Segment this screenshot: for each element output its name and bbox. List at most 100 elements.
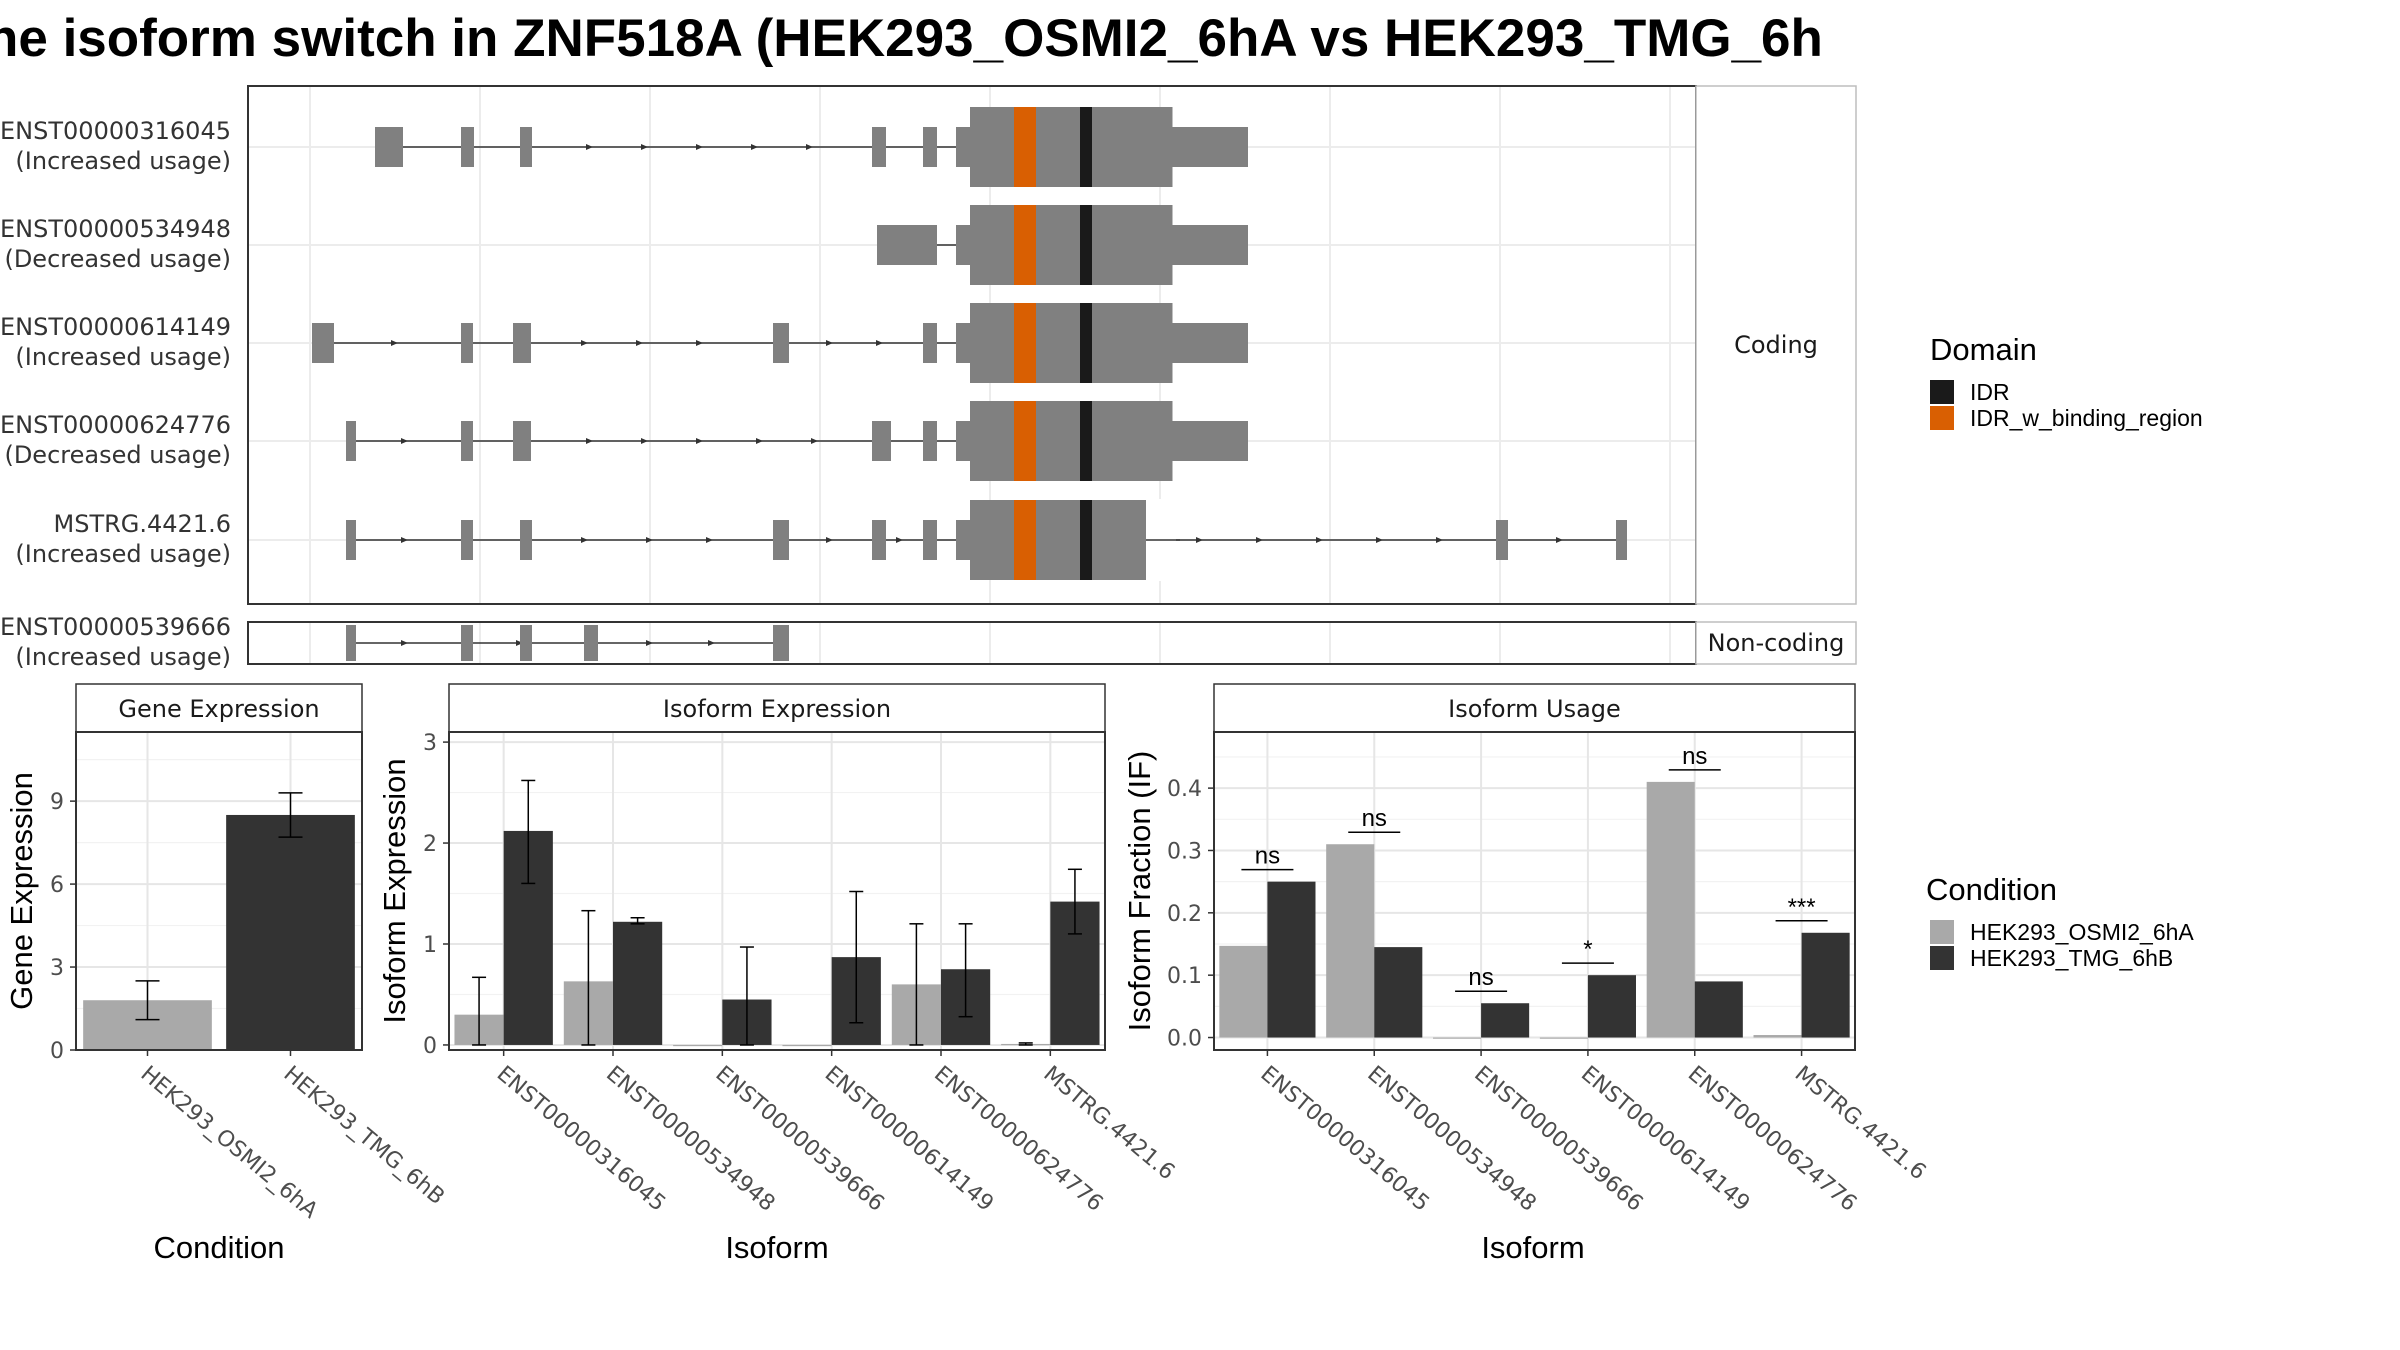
intron-direction-arrow bbox=[401, 438, 408, 444]
transcript-labels: ENST00000316045(Increased usage)ENST0000… bbox=[0, 117, 231, 671]
exon bbox=[923, 421, 937, 461]
exon-3prime bbox=[1172, 127, 1248, 167]
y-tick-label: 2 bbox=[423, 832, 437, 857]
intron-direction-arrow bbox=[516, 640, 523, 646]
y-axis-title: Isoform Fraction (IF) bbox=[1122, 751, 1157, 1032]
intron-direction-arrow bbox=[646, 537, 653, 543]
transcript-usage-label: (Decreased usage) bbox=[4, 441, 231, 469]
exon bbox=[877, 225, 937, 265]
bar bbox=[1539, 1037, 1588, 1039]
figure-title: ne isoform switch in ZNF518A (HEK293_OSM… bbox=[0, 9, 1823, 68]
intron-direction-arrow bbox=[896, 537, 903, 543]
intron-direction-arrow bbox=[696, 340, 703, 346]
coding-strip bbox=[1695, 85, 1857, 605]
intron-direction-arrow bbox=[641, 438, 648, 444]
intron-direction-arrow bbox=[876, 340, 883, 346]
exon bbox=[956, 127, 970, 167]
exon bbox=[956, 225, 970, 265]
y-tick-label: 3 bbox=[423, 731, 437, 756]
x-axis-title: Isoform bbox=[1481, 1230, 1584, 1265]
exon bbox=[584, 625, 598, 661]
intron-direction-arrow bbox=[806, 144, 813, 150]
structure-marks bbox=[312, 107, 1627, 661]
panel-title: Isoform Expression bbox=[663, 695, 891, 723]
transcript-usage-label: (Increased usage) bbox=[15, 343, 231, 371]
transcript-usage-label: (Increased usage) bbox=[15, 643, 231, 671]
intron-direction-arrow bbox=[696, 438, 703, 444]
bar bbox=[1267, 881, 1316, 1038]
plot-frame bbox=[1213, 731, 1856, 1051]
significance-label: * bbox=[1583, 936, 1592, 963]
exon bbox=[773, 625, 789, 661]
intron-direction-arrow bbox=[708, 640, 715, 646]
transcript-id-label: ENST00000316045 bbox=[0, 117, 231, 145]
panel-title: Isoform Usage bbox=[1448, 695, 1621, 723]
intron-direction-arrow bbox=[826, 537, 833, 543]
x-axis-title: Condition bbox=[154, 1230, 285, 1265]
intron-direction-arrow bbox=[1316, 537, 1323, 543]
plot-background bbox=[449, 732, 1105, 1050]
legend-key-condition-a bbox=[1930, 920, 1954, 944]
transcript-usage-label: (Increased usage) bbox=[15, 540, 231, 568]
bar bbox=[1587, 975, 1636, 1038]
exon bbox=[346, 625, 356, 661]
coding-exon-block bbox=[970, 303, 1172, 383]
intron-direction-arrow bbox=[586, 144, 593, 150]
noncoding-strip-label: Non-coding bbox=[1708, 629, 1845, 657]
bar bbox=[1219, 945, 1268, 1038]
intron-direction-arrow bbox=[646, 640, 653, 646]
domain-idr bbox=[1080, 107, 1092, 187]
exon bbox=[956, 421, 970, 461]
plot-frame bbox=[448, 731, 1106, 1051]
intron-direction-arrow bbox=[586, 438, 593, 444]
intron-direction-arrow bbox=[581, 537, 588, 543]
transcript-usage-label: (Decreased usage) bbox=[4, 245, 231, 273]
legend-label-idr-binding: IDR_w_binding_region bbox=[1970, 405, 2203, 431]
y-tick-label: 0.0 bbox=[1167, 1027, 1202, 1052]
y-axis-title: Isoform Expression bbox=[377, 758, 412, 1023]
panel-1: Isoform Expression0123ENST00000316045ENS… bbox=[377, 683, 1179, 1265]
condition-legend-title: Condition bbox=[1926, 872, 2057, 907]
exon bbox=[956, 520, 970, 560]
intron-direction-arrow bbox=[641, 144, 648, 150]
exon bbox=[461, 421, 473, 461]
panel-2: Isoform Usage 0.0 0.1 0.2 0.3 0.4 ns ns ns * ns ***… bbox=[1122, 683, 1930, 1265]
significance-label: *** bbox=[1788, 894, 1816, 921]
coding-strip-label: Coding bbox=[1734, 331, 1818, 359]
domain-legend: Domain IDR IDR_w_binding_region bbox=[1930, 332, 2203, 431]
domain-idr bbox=[1080, 303, 1092, 383]
panel-strip bbox=[75, 683, 363, 733]
intron-direction-arrow bbox=[401, 640, 408, 646]
exon bbox=[872, 421, 891, 461]
bar bbox=[1374, 947, 1423, 1038]
y-tick-label: 0 bbox=[423, 1034, 437, 1059]
x-tick-label: HEK293_TMG_6hB bbox=[279, 1061, 449, 1210]
x-axis-title: Isoform bbox=[725, 1230, 828, 1265]
exon-3prime bbox=[1172, 421, 1248, 461]
domain-idr-binding-region bbox=[1014, 500, 1036, 580]
exon bbox=[520, 625, 532, 661]
legend-key-condition-b bbox=[1930, 946, 1954, 970]
bar bbox=[1326, 844, 1375, 1038]
significance-label: ns bbox=[1255, 843, 1280, 870]
transcript-id-label: ENST00000539666 bbox=[0, 613, 231, 641]
y-tick-label: 0.2 bbox=[1167, 902, 1202, 927]
transcript-id-label: ENST00000534948 bbox=[0, 215, 231, 243]
exon bbox=[520, 127, 532, 167]
domain-idr-binding-region bbox=[1014, 205, 1036, 285]
exon-edge bbox=[1172, 107, 1173, 187]
intron-direction-arrow bbox=[401, 537, 408, 543]
exon bbox=[1502, 520, 1508, 560]
intron-direction-arrow bbox=[811, 438, 818, 444]
transcript-structure-panel: Coding Non-coding ENST00000316045 (Increa… bbox=[0, 85, 1857, 671]
bar-chart-panels: Gene Expression0369HEK293_OSMI2_6hAHEK29… bbox=[4, 683, 1930, 1265]
exon bbox=[872, 520, 886, 560]
bar bbox=[1481, 1003, 1530, 1038]
domain-idr-binding-region bbox=[1014, 401, 1036, 481]
domain-idr bbox=[1080, 500, 1092, 580]
coding-exon-block bbox=[970, 401, 1172, 481]
panel-0: Gene Expression0369HEK293_OSMI2_6hAHEK29… bbox=[4, 683, 449, 1265]
legend-key-idr-binding bbox=[1930, 406, 1954, 430]
exon bbox=[923, 520, 937, 560]
